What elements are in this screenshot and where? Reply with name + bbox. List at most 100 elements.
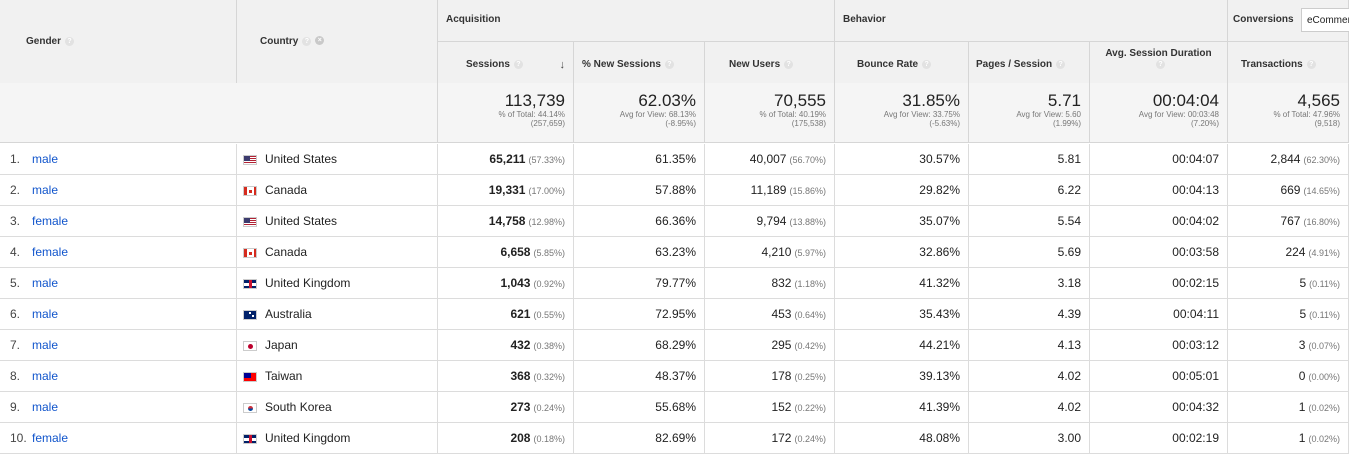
bounce-rate-cell: 48.08% xyxy=(835,423,969,453)
total-value: 5.71 xyxy=(1047,91,1081,110)
avg-duration-cell: 00:03:58 xyxy=(1090,237,1228,267)
new-users-share: (15.86%) xyxy=(789,186,826,196)
gender-link[interactable]: male xyxy=(32,307,59,321)
transactions-share: (0.02%) xyxy=(1308,403,1340,413)
help-icon[interactable]: ? xyxy=(784,59,794,69)
new-users-value: 152 xyxy=(771,400,792,414)
country-link[interactable]: South Korea xyxy=(265,400,332,414)
totals-pages-session: 5.71 Avg for View: 5.60 (1.99%) xyxy=(969,83,1090,143)
totals-avg-duration: 00:04:04 Avg for View: 00:03:48 (7.20%) xyxy=(1090,83,1228,143)
avg-duration-value: 00:03:58 xyxy=(1172,245,1219,259)
pages-session-header-label: Pages / Session xyxy=(976,59,1053,70)
country-header[interactable]: Country? × xyxy=(237,0,438,84)
transactions-cell: 5 (0.11%) xyxy=(1228,268,1349,298)
sessions-cell: 65,211 (57.33%) xyxy=(438,144,574,174)
table-row: 2. male Canada 19,331 (17.00%) 57.88% 11,189 (1… xyxy=(0,175,1349,206)
help-icon[interactable]: ? xyxy=(922,59,932,69)
bounce-rate-header-label: Bounce Rate xyxy=(857,59,919,70)
country-flag-icon xyxy=(243,154,257,165)
help-icon[interactable]: ? xyxy=(302,36,312,46)
remove-dimension-icon[interactable]: × xyxy=(315,36,325,45)
help-icon[interactable]: ? xyxy=(65,36,75,46)
gender-link[interactable]: male xyxy=(32,276,59,290)
sessions-share: (5.85%) xyxy=(533,248,565,258)
country-link[interactable]: Canada xyxy=(265,183,308,197)
sessions-value: 208 xyxy=(510,431,531,445)
new-sessions-value: 72.95% xyxy=(655,307,696,321)
new-sessions-value: 66.36% xyxy=(655,214,696,228)
country-link[interactable]: United Kingdom xyxy=(265,276,351,290)
help-icon[interactable]: ? xyxy=(513,59,523,69)
avg-duration-value: 00:04:02 xyxy=(1172,214,1219,228)
avg-duration-cell: 00:04:02 xyxy=(1090,206,1228,236)
country-cell: Australia xyxy=(237,299,438,329)
new-sessions-cell: 82.69% xyxy=(574,423,705,453)
conversions-goal-select[interactable]: eCommerce xyxy=(1301,8,1349,32)
sessions-share: (0.55%) xyxy=(533,310,565,320)
avg-duration-cell: 00:04:11 xyxy=(1090,299,1228,329)
help-icon[interactable]: ? xyxy=(1156,59,1165,69)
new-sessions-cell: 48.37% xyxy=(574,361,705,391)
country-link[interactable]: Japan xyxy=(265,338,298,352)
gender-link[interactable]: male xyxy=(32,183,59,197)
avg-duration-value: 00:02:15 xyxy=(1172,276,1219,290)
country-link[interactable]: United States xyxy=(265,214,338,228)
total-value: 113,739 xyxy=(504,91,565,110)
total-caption: Avg for View: 5.60 xyxy=(1016,110,1081,119)
new-sessions-cell: 72.95% xyxy=(574,299,705,329)
sessions-value: 14,758 xyxy=(488,214,526,228)
transactions-header[interactable]: Transactions? xyxy=(1228,42,1349,84)
avg-duration-value: 00:04:07 xyxy=(1172,152,1219,166)
country-link[interactable]: United States xyxy=(265,152,338,166)
help-icon[interactable]: ? xyxy=(1056,59,1066,69)
row-index: 2. xyxy=(10,183,21,197)
sessions-value: 368 xyxy=(510,369,531,383)
sessions-header[interactable]: Sessions? ↓ xyxy=(438,42,574,84)
help-icon[interactable]: ? xyxy=(1306,59,1316,69)
sessions-value: 65,211 xyxy=(489,152,526,166)
avg-duration-cell: 00:04:07 xyxy=(1090,144,1228,174)
new-users-header-label: New Users xyxy=(729,59,781,70)
country-link[interactable]: Australia xyxy=(265,307,312,321)
transactions-value: 3 xyxy=(1298,338,1306,352)
bounce-rate-header[interactable]: Bounce Rate? xyxy=(835,42,969,84)
country-link[interactable]: Taiwan xyxy=(265,369,303,383)
gender-header[interactable]: Gender? xyxy=(0,0,237,84)
new-sessions-header[interactable]: % New Sessions? xyxy=(574,42,705,84)
pages-session-header[interactable]: Pages / Session? xyxy=(969,42,1090,84)
gender-link[interactable]: male xyxy=(32,400,59,414)
country-link[interactable]: Canada xyxy=(265,245,308,259)
new-sessions-value: 63.23% xyxy=(655,245,696,259)
gender-link[interactable]: female xyxy=(32,431,69,445)
pages-session-value: 5.54 xyxy=(1057,214,1081,228)
gender-link[interactable]: male xyxy=(32,369,59,383)
bounce-rate-value: 41.32% xyxy=(919,276,960,290)
country-link[interactable]: United Kingdom xyxy=(265,431,351,445)
gender-link[interactable]: female xyxy=(32,214,69,228)
country-flag-icon xyxy=(243,340,257,351)
bounce-rate-value: 39.13% xyxy=(919,369,960,383)
country-cell: United States xyxy=(237,206,438,236)
avg-duration-header[interactable]: Avg. Session Duration? xyxy=(1090,42,1228,84)
transactions-share: (0.07%) xyxy=(1308,341,1340,351)
sessions-cell: 273 (0.24%) xyxy=(438,392,574,422)
row-index: 9. xyxy=(10,400,21,414)
gender-link[interactable]: male xyxy=(32,152,59,166)
help-icon[interactable]: ? xyxy=(664,59,674,69)
total-caption: (9,518) xyxy=(1314,119,1340,128)
total-caption: (-5.63%) xyxy=(929,119,960,128)
bounce-rate-cell: 30.57% xyxy=(835,144,969,174)
transactions-share: (4.91%) xyxy=(1308,248,1340,258)
new-users-share: (13.88%) xyxy=(789,217,826,227)
gender-link[interactable]: female xyxy=(32,245,69,259)
bounce-rate-cell: 29.82% xyxy=(835,175,969,205)
gender-cell: 5. male xyxy=(0,268,237,298)
new-users-header[interactable]: New Users? xyxy=(705,42,835,84)
transactions-value: 669 xyxy=(1280,183,1301,197)
sessions-cell: 14,758 (12.98%) xyxy=(438,206,574,236)
transactions-cell: 0 (0.00%) xyxy=(1228,361,1349,391)
table-row: 9. male South Korea 273 (0.24%) 55.68% 152 (0.2… xyxy=(0,392,1349,423)
gender-link[interactable]: male xyxy=(32,338,59,352)
transactions-cell: 5 (0.11%) xyxy=(1228,299,1349,329)
sort-desc-icon[interactable]: ↓ xyxy=(559,59,566,71)
